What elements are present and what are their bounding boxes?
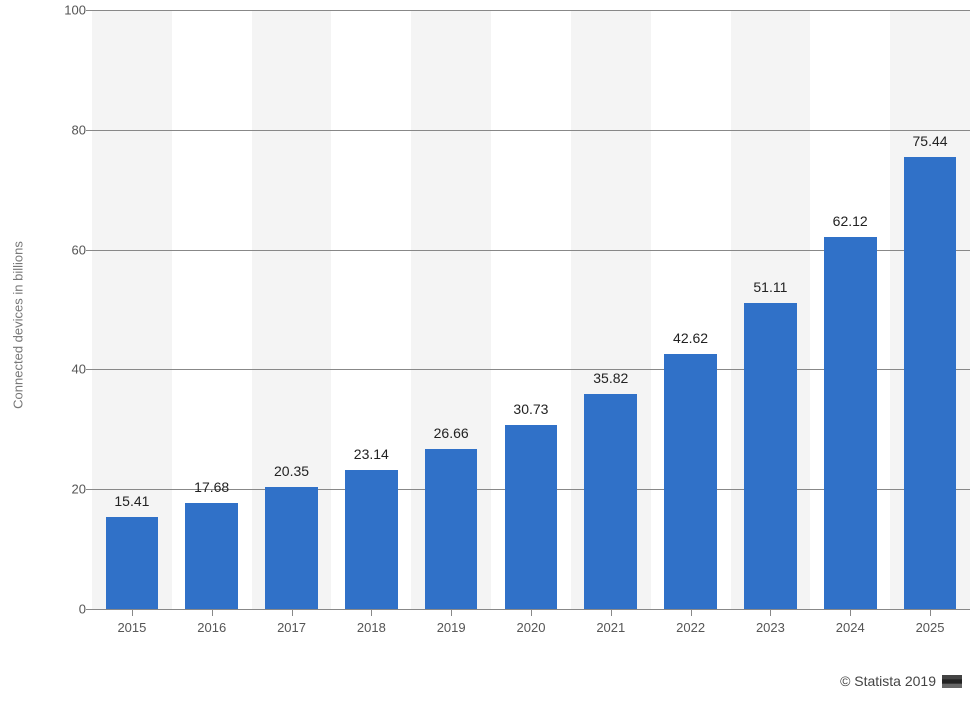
bar-slot: 23.14 xyxy=(331,10,411,609)
bar-slot: 75.44 xyxy=(890,10,970,609)
x-tick-mark xyxy=(611,610,612,616)
x-tick-label: 2015 xyxy=(92,610,172,640)
bar-slot: 17.68 xyxy=(172,10,252,609)
bar-value-label: 23.14 xyxy=(354,446,389,462)
x-tick-label: 2023 xyxy=(731,610,811,640)
bar-slot: 26.66 xyxy=(411,10,491,609)
x-tick-mark xyxy=(770,610,771,616)
bar: 35.82 xyxy=(584,394,637,609)
x-tick-mark xyxy=(212,610,213,616)
chart-container: Connected devices in billions 0204060801… xyxy=(50,10,970,640)
bar: 15.41 xyxy=(106,517,159,609)
y-tick-label: 80 xyxy=(54,122,86,137)
bar-value-label: 75.44 xyxy=(912,133,947,149)
x-tick-label: 2021 xyxy=(571,610,651,640)
attribution-text: © Statista 2019 xyxy=(840,673,936,689)
x-tick-label: 2019 xyxy=(411,610,491,640)
bar-value-label: 15.41 xyxy=(114,493,149,509)
x-tick-mark xyxy=(132,610,133,616)
bar-slot: 20.35 xyxy=(252,10,332,609)
bar: 51.11 xyxy=(744,303,797,609)
y-tick-label: 0 xyxy=(54,602,86,617)
x-tick-label: 2025 xyxy=(890,610,970,640)
x-tick-mark xyxy=(691,610,692,616)
bar-slot: 35.82 xyxy=(571,10,651,609)
bar: 62.12 xyxy=(824,237,877,609)
bar-slot: 15.41 xyxy=(92,10,172,609)
bar-value-label: 30.73 xyxy=(513,401,548,417)
x-tick-label: 2024 xyxy=(810,610,890,640)
bar-value-label: 62.12 xyxy=(833,213,868,229)
bar-slot: 62.12 xyxy=(810,10,890,609)
x-tick-label: 2017 xyxy=(252,610,332,640)
x-tick-mark xyxy=(930,610,931,616)
bar-value-label: 42.62 xyxy=(673,330,708,346)
bar-slot: 42.62 xyxy=(651,10,731,609)
bar-slot: 51.11 xyxy=(731,10,811,609)
x-tick-mark xyxy=(451,610,452,616)
x-tick-label: 2018 xyxy=(331,610,411,640)
x-axis-labels: 2015201620172018201920202021202220232024… xyxy=(92,610,970,640)
y-tick-label: 60 xyxy=(54,242,86,257)
bar-value-label: 20.35 xyxy=(274,463,309,479)
x-tick-label: 2020 xyxy=(491,610,571,640)
y-tick-label: 40 xyxy=(54,362,86,377)
flag-icon xyxy=(942,675,962,688)
bar: 42.62 xyxy=(664,354,717,609)
x-tick-label: 2016 xyxy=(172,610,252,640)
bar: 17.68 xyxy=(185,503,238,609)
bar: 20.35 xyxy=(265,487,318,609)
bar-value-label: 35.82 xyxy=(593,370,628,386)
x-tick-mark xyxy=(850,610,851,616)
bar-value-label: 26.66 xyxy=(434,425,469,441)
y-tick-label: 20 xyxy=(54,482,86,497)
x-tick-label: 2022 xyxy=(651,610,731,640)
bar: 26.66 xyxy=(425,449,478,609)
bar: 30.73 xyxy=(505,425,558,609)
bar-slot: 30.73 xyxy=(491,10,571,609)
bar-value-label: 51.11 xyxy=(753,279,787,295)
plot-area: 020406080100 15.4117.6820.3523.1426.6630… xyxy=(92,10,970,610)
attribution: © Statista 2019 xyxy=(840,673,962,689)
bars-group: 15.41 17.68 20.35 23.14 26.66 30.73 35.82 42.62… xyxy=(92,10,970,609)
y-axis-label: Connected devices in billions xyxy=(11,241,26,409)
bar: 75.44 xyxy=(904,157,957,609)
x-tick-mark xyxy=(292,610,293,616)
bar-value-label: 17.68 xyxy=(194,479,229,495)
bar: 23.14 xyxy=(345,470,398,609)
x-tick-mark xyxy=(531,610,532,616)
x-tick-mark xyxy=(371,610,372,616)
y-tick-label: 100 xyxy=(54,3,86,18)
